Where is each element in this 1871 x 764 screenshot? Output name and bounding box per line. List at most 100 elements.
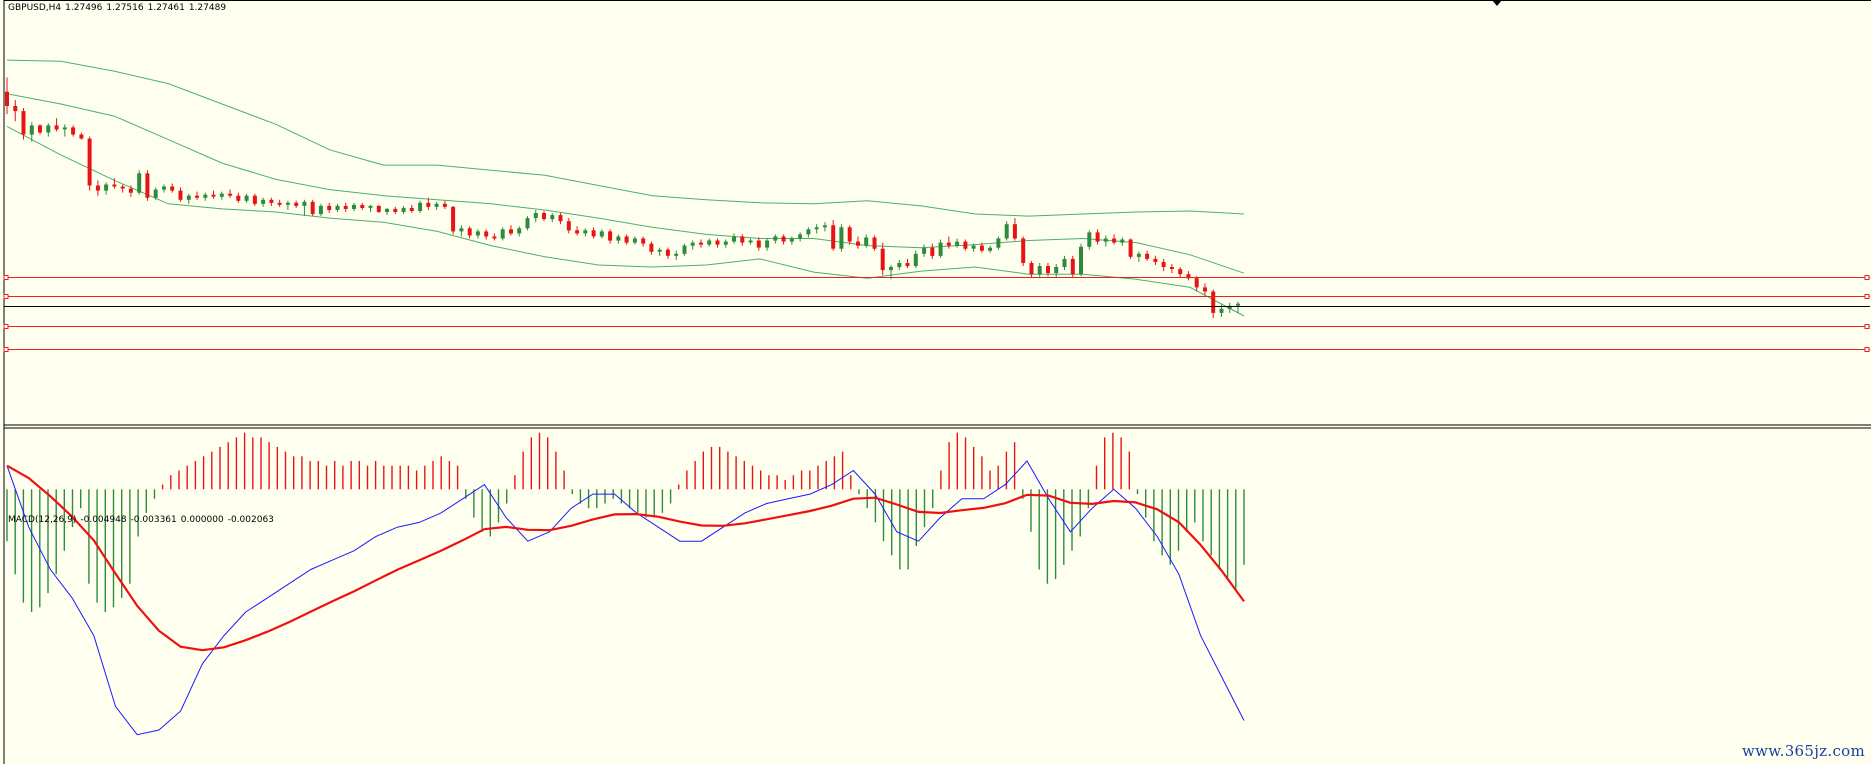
candle — [542, 210, 546, 222]
candle — [1128, 238, 1133, 259]
candle-body — [748, 240, 753, 243]
candle-body — [1021, 238, 1026, 263]
candle-body — [1186, 274, 1191, 279]
candle — [1046, 262, 1050, 277]
candle — [748, 238, 753, 245]
bollinger-upper-band — [6, 59, 1245, 217]
candle-body — [376, 205, 381, 212]
candle-body — [1178, 269, 1183, 275]
candle-body — [566, 221, 571, 231]
candle-body — [360, 204, 365, 208]
candle — [277, 199, 282, 207]
candle-body — [773, 236, 778, 241]
candle — [682, 243, 687, 256]
candle — [864, 234, 869, 248]
candle-body — [988, 247, 993, 251]
candle-body — [839, 227, 844, 249]
candle-body — [798, 234, 803, 239]
candle-body — [1145, 253, 1150, 259]
level-handle-right — [1864, 275, 1870, 280]
candle — [575, 226, 580, 236]
candle — [475, 229, 480, 239]
candle-body — [310, 201, 315, 214]
candle — [492, 233, 497, 241]
candle — [368, 204, 373, 212]
candle-body — [1211, 291, 1216, 313]
candle-body — [599, 231, 604, 237]
candle — [13, 99, 18, 122]
candle — [203, 192, 208, 201]
candle — [806, 227, 811, 238]
candle-body — [946, 242, 951, 246]
candle — [310, 199, 315, 217]
candle-body — [806, 229, 811, 235]
candle-body — [186, 195, 191, 200]
macd-label: MACD(12,26,9) — [8, 515, 77, 525]
macd-panel — [6, 432, 1245, 736]
candle-body — [591, 230, 596, 237]
candle-body — [1227, 305, 1232, 309]
candle — [533, 209, 538, 223]
candle — [996, 236, 1001, 250]
candle — [732, 233, 736, 244]
candle — [153, 187, 158, 200]
candle — [1136, 251, 1141, 262]
candle — [1037, 262, 1042, 279]
candle-body — [1169, 267, 1174, 269]
candle — [566, 218, 571, 234]
candle — [1070, 255, 1075, 278]
candle-body — [550, 215, 555, 220]
candle — [517, 226, 522, 237]
candle-body — [1153, 258, 1158, 262]
price-header: GBPUSD,H4 1.27496 1.27516 1.27461 1.27489 — [8, 3, 230, 14]
candle-body — [104, 184, 109, 191]
candle-body — [1236, 303, 1240, 306]
candle — [1112, 234, 1117, 245]
candle-body — [913, 253, 918, 266]
candle — [418, 200, 423, 214]
candle-body — [451, 206, 456, 232]
candle-body — [1037, 266, 1042, 275]
candle — [930, 243, 935, 259]
watermark: www.365jz.com — [1741, 742, 1865, 760]
candle — [211, 190, 216, 199]
candle-body — [335, 205, 340, 210]
candle-body — [261, 199, 266, 204]
candle-body — [252, 195, 257, 204]
candle — [104, 182, 109, 195]
candle — [302, 199, 307, 217]
candle-body — [847, 227, 852, 242]
candle-body — [740, 236, 745, 243]
candle-body — [971, 245, 976, 249]
candle — [29, 122, 34, 142]
high-value: 1.27516 — [106, 3, 144, 13]
candle — [1012, 218, 1017, 241]
candle — [195, 191, 199, 200]
candle-body — [542, 213, 546, 220]
candle — [1120, 237, 1125, 246]
chart-shift-marker-icon[interactable] — [1492, 0, 1502, 6]
candle — [352, 202, 356, 211]
candle — [252, 193, 257, 206]
candle-body — [401, 207, 406, 212]
candle-body — [575, 230, 580, 234]
horizontal-levels[interactable] — [3, 275, 1870, 352]
candle-body — [236, 195, 241, 201]
histogram-value: -0.002063 — [227, 515, 274, 525]
candle — [1236, 301, 1240, 313]
candle — [955, 238, 960, 248]
candle-body — [29, 125, 34, 135]
candle — [426, 197, 431, 210]
candle — [822, 222, 827, 232]
candle-body — [5, 91, 9, 106]
candle — [178, 187, 183, 202]
candle — [583, 228, 588, 237]
candle — [393, 206, 398, 215]
candle — [789, 236, 794, 245]
candle-body — [137, 173, 142, 193]
candle-body — [880, 248, 885, 271]
candle-body — [1128, 239, 1133, 257]
candle — [831, 220, 836, 251]
open-value: 1.27496 — [65, 3, 103, 13]
